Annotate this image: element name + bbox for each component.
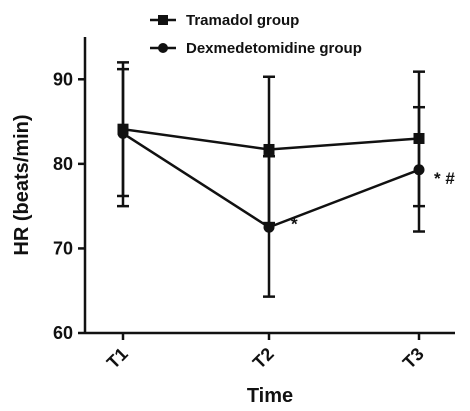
- x-ticks: T1 T2 T3: [103, 333, 428, 373]
- data-point-circle: [117, 127, 129, 139]
- data-point-circle: [413, 164, 425, 176]
- data-point-square: [263, 143, 275, 155]
- plot-area: [117, 61, 425, 298]
- significance-annotation: *: [291, 214, 298, 233]
- legend-label: Dexmedetomidine group: [186, 40, 362, 57]
- x-tick-label: T3: [399, 344, 428, 373]
- y-axis-title: HR (beats/min): [11, 114, 33, 255]
- y-tick-label: 80: [53, 154, 73, 174]
- data-point-circle: [263, 221, 275, 233]
- series-circle: [117, 67, 425, 298]
- y-tick-label: 70: [53, 238, 73, 258]
- y-tick-label: 60: [53, 323, 73, 343]
- legend-marker-circle: [158, 43, 168, 53]
- legend-marker-square: [158, 15, 168, 25]
- x-tick-label: T2: [249, 344, 278, 373]
- x-tick-label: T1: [103, 344, 132, 373]
- y-ticks: 60 70 80 90: [53, 69, 85, 343]
- legend: Tramadol group Dexmedetomidine group: [150, 12, 362, 57]
- series-square: [117, 61, 425, 225]
- annotations: * * #: [291, 169, 455, 234]
- y-tick-label: 90: [53, 69, 73, 89]
- x-axis-title: Time: [247, 385, 293, 407]
- significance-annotation: * #: [434, 169, 455, 188]
- legend-label: Tramadol group: [186, 12, 299, 29]
